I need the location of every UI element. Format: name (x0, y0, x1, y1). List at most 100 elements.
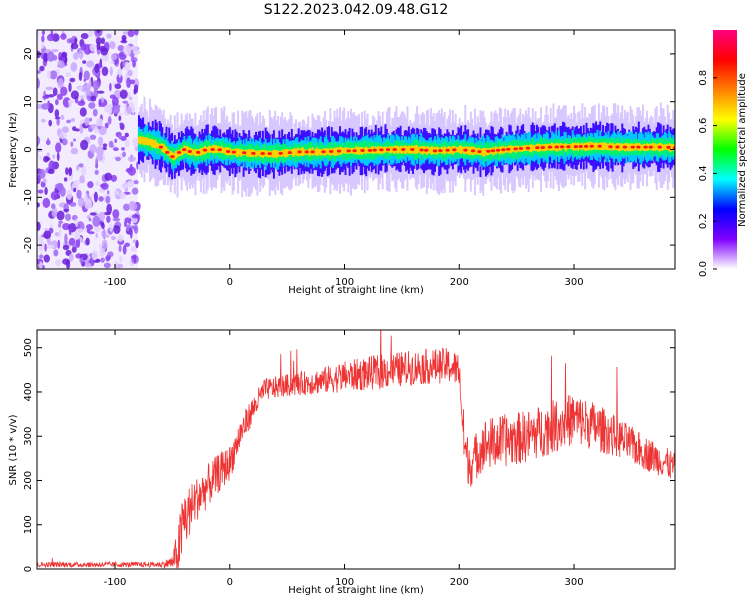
noise-blob (57, 59, 65, 69)
noise-blob (60, 86, 68, 96)
noise-blob (108, 140, 114, 148)
ridge-peak (672, 146, 675, 150)
noise-blob (89, 144, 97, 154)
noise-blob (56, 93, 63, 100)
noise-blob (46, 137, 50, 146)
ridge-cell (351, 147, 354, 154)
snr-y-tick-label: 0 (23, 566, 34, 572)
noise-blob (57, 239, 61, 249)
ridge-peak (267, 152, 273, 156)
spectrogram-y-ticks: -20 -10 0 10 20 (23, 48, 675, 253)
ridge-cell (545, 143, 548, 151)
noise-blob (79, 175, 85, 184)
spectrogram-y-tick-label: -10 (23, 189, 34, 205)
ridge-cell (530, 143, 533, 153)
noise-blob (71, 246, 77, 253)
noise-blob (55, 258, 62, 267)
ridge-peak (242, 151, 247, 155)
noise-blob (79, 107, 87, 117)
ridge-peak (424, 148, 429, 152)
ridge-cell (604, 142, 607, 150)
ridge-cell (144, 137, 147, 145)
ridge-cell (147, 138, 150, 146)
noise-blob (96, 90, 105, 94)
noise-blob (65, 259, 71, 269)
ridge-cell (191, 148, 194, 155)
noise-blob (37, 152, 40, 157)
noise-blob (39, 155, 42, 160)
noise-blob (83, 227, 88, 233)
ridge-cell (564, 143, 567, 152)
ridge-peak (486, 149, 491, 153)
ridge-cell (619, 143, 622, 151)
spectrogram-y-tick-label: 0 (23, 146, 34, 152)
ridge-cell (461, 146, 464, 153)
noise-blob (78, 94, 86, 100)
noise-blob (62, 222, 71, 231)
ridge-cell (274, 149, 277, 157)
ridge-peak (643, 145, 648, 149)
ridge-peak (187, 149, 192, 153)
noise-blob (75, 218, 79, 228)
noise-blob (118, 115, 122, 121)
noise-blob (133, 88, 137, 95)
ridge-peak (636, 145, 641, 149)
ridge-cell (239, 148, 242, 157)
ridge-cell (443, 146, 446, 155)
noise-blob (74, 37, 78, 45)
ridge-cell (272, 149, 275, 158)
noise-blob (47, 168, 55, 175)
noise-blob (41, 118, 46, 123)
noise-blob (129, 79, 135, 85)
ridge-cell (389, 146, 392, 154)
ridge-peak (513, 147, 518, 151)
noise-blob (66, 119, 72, 124)
noise-blob (116, 73, 123, 84)
snr-panel: 0 100 200 300 400 500 -100 0 100 200 300 Height o… (8, 329, 676, 596)
noise-blob (93, 87, 99, 99)
ridge-peak (566, 145, 571, 149)
noise-blob (69, 77, 76, 83)
ridge-cell (173, 152, 176, 160)
spectrogram-y-tick-label: 20 (23, 48, 34, 61)
noise-blob (100, 37, 106, 45)
noise-blob (111, 96, 119, 107)
noise-blob (85, 224, 93, 231)
colorbar-gradient (713, 30, 737, 269)
ridge-cell (169, 150, 172, 159)
ridge-cell (293, 147, 296, 157)
noise-blob (89, 134, 97, 140)
noise-blob (110, 53, 117, 61)
noise-blob (119, 89, 128, 99)
noise-blob (130, 246, 137, 252)
ridge-cell (358, 147, 361, 155)
ridge-peak (463, 148, 468, 152)
noise-blob (79, 257, 84, 264)
noise-blob (118, 69, 122, 78)
noise-blob (126, 224, 131, 229)
spectrogram-x-tick-label: -100 (104, 277, 127, 288)
ridge-peak (578, 144, 583, 148)
ridge-cell (483, 147, 486, 157)
ridge-cell (137, 136, 140, 144)
noise-blob (82, 60, 87, 64)
noise-blob (109, 222, 113, 232)
noise-blob (94, 169, 99, 175)
noise-blob (110, 60, 115, 65)
ridge-peak (225, 150, 231, 154)
noise-blob (39, 254, 44, 259)
spectrogram-x-label: Height of straight line (km) (288, 285, 424, 296)
ridge-cell (356, 147, 359, 154)
noise-blob (123, 44, 132, 56)
noise-blob (92, 215, 101, 227)
ridge-cell (175, 150, 178, 159)
noise-blob (117, 112, 123, 118)
noise-blob (117, 234, 124, 242)
noise-blob (44, 243, 47, 252)
noise-blob (37, 189, 44, 194)
ridge-cell (523, 145, 526, 152)
ridge-cell (603, 141, 606, 151)
noise-blob (118, 134, 123, 140)
spectrogram-noise-region (37, 30, 141, 269)
noise-blob (107, 251, 114, 258)
